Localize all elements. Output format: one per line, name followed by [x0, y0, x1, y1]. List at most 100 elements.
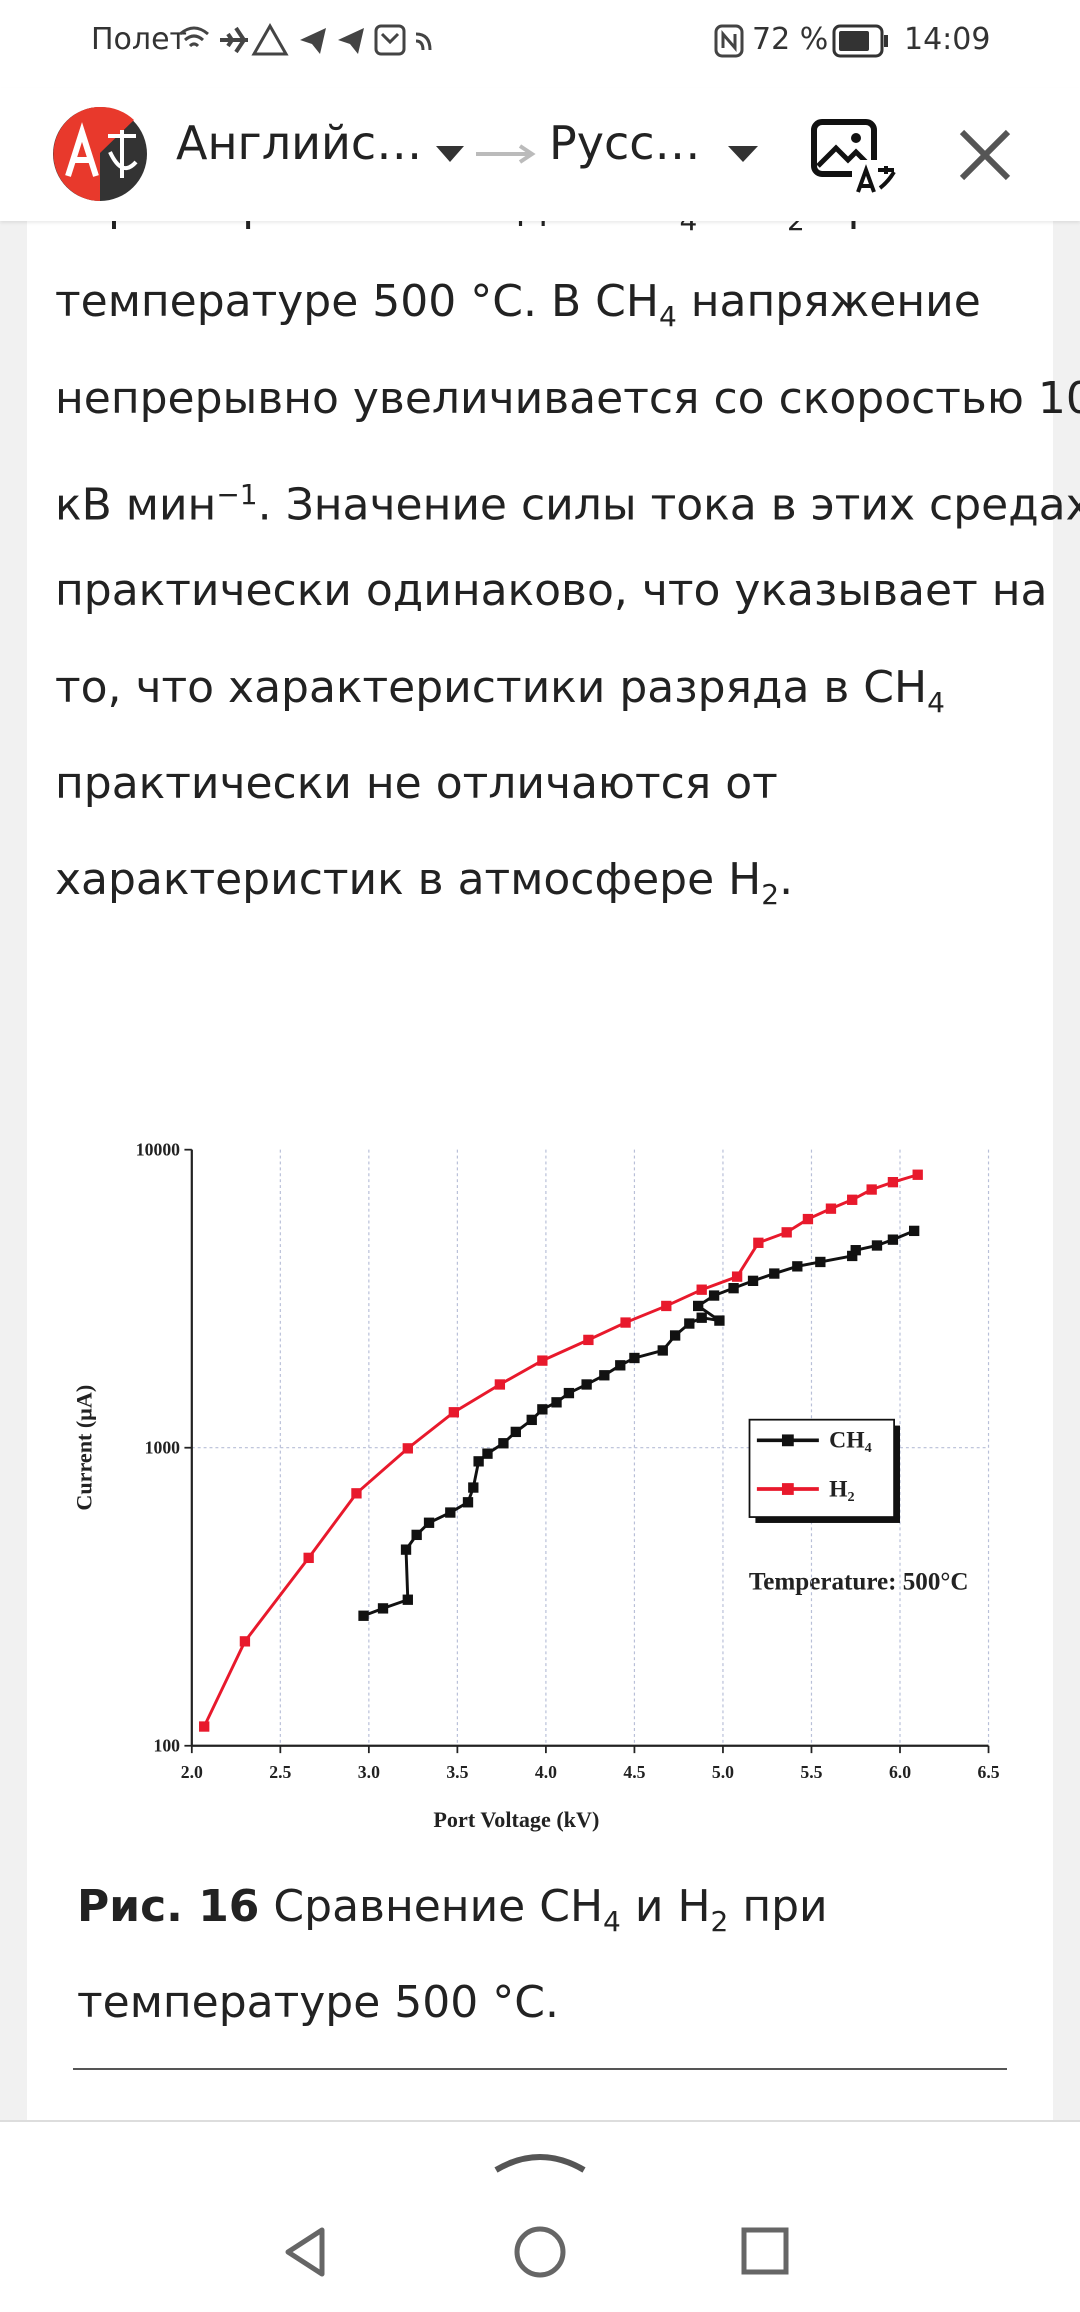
data-point — [537, 1404, 548, 1415]
x-tick-label: 5.0 — [712, 1762, 734, 1782]
status-icons — [179, 22, 432, 56]
legend-label: H₂ — [829, 1476, 854, 1502]
text-run: характеристик в атмосфере H — [55, 854, 762, 906]
nav-bar — [0, 2120, 1080, 2312]
source-language[interactable]: Английс… — [176, 116, 423, 170]
data-point — [581, 1379, 592, 1390]
data-point — [912, 1169, 923, 1180]
data-point — [908, 1225, 920, 1237]
data-point — [239, 1636, 251, 1647]
y-axis-label: Current (μA) — [71, 1385, 96, 1511]
data-point — [708, 1290, 720, 1301]
data-point — [657, 1345, 668, 1356]
lang-arrows[interactable] — [430, 138, 560, 178]
text-run: 2 — [710, 1904, 729, 1938]
data-point — [599, 1370, 610, 1381]
text-run: температуре 500 °C. — [77, 1977, 559, 2028]
data-point — [696, 1312, 707, 1323]
paragraph-line: то, что характеристики разряда в CH4 — [55, 663, 945, 727]
data-point — [377, 1603, 389, 1614]
data-point — [728, 1283, 739, 1294]
text-run: кВ мин — [55, 479, 217, 531]
paragraph-line: практически не отличаются от — [55, 759, 778, 808]
carrier: Полет — [91, 22, 188, 57]
x-tick-label: 5.5 — [800, 1762, 822, 1782]
x-tick-label: 6.5 — [977, 1762, 999, 1782]
status-bar: Полет 72 % 14:09 — [0, 0, 1080, 88]
data-point — [847, 1194, 858, 1205]
data-point — [693, 1300, 704, 1312]
app-icon[interactable] — [52, 106, 148, 202]
data-point — [769, 1268, 780, 1279]
x-tick-label: 3.0 — [358, 1762, 380, 1782]
x-tick-label: 6.0 — [889, 1762, 911, 1782]
text-run: 4 — [658, 300, 677, 334]
text-run: практически одинаково, что указывает на — [55, 565, 1048, 617]
close-button[interactable] — [952, 122, 1018, 188]
y-tick-label: 1000 — [145, 1438, 181, 1458]
data-point — [423, 1517, 435, 1528]
text-run: . Значение силы тока в этих средах — [257, 479, 1080, 531]
caption-line: Рис. 16 Сравнение CH4 и H2 при — [77, 1883, 828, 1946]
data-point — [825, 1203, 837, 1214]
data-point — [850, 1245, 861, 1256]
data-point — [747, 1275, 759, 1287]
y-tick-label: 100 — [153, 1736, 180, 1756]
x-tick-label: 2.0 — [181, 1762, 203, 1782]
data-point — [448, 1407, 459, 1418]
data-point — [303, 1552, 314, 1564]
text-run: непрерывно увеличивается со скоростью 10 — [55, 372, 1080, 424]
text-run: 4 — [603, 1904, 621, 1938]
x-tick-label: 4.0 — [535, 1762, 557, 1782]
legend-marker — [781, 1434, 794, 1447]
text-run: и H — [620, 1881, 711, 1932]
data-point — [696, 1284, 707, 1295]
recents-button[interactable] — [741, 2227, 789, 2275]
annotation: Temperature: 500°C — [749, 1568, 969, 1595]
nfc-icon — [714, 24, 744, 58]
data-point — [781, 1227, 792, 1238]
target-dropdown[interactable] — [724, 138, 764, 178]
data-point — [731, 1271, 743, 1282]
back-button[interactable] — [285, 2227, 325, 2277]
translate-toolbar — [0, 88, 1080, 221]
data-point — [445, 1507, 456, 1518]
paragraph-line: характеристик в атмосфере H2. — [55, 856, 793, 919]
legend-label: CH₄ — [829, 1428, 871, 1454]
data-point — [411, 1529, 422, 1541]
target-language[interactable]: Русс… — [549, 116, 701, 170]
clock: 14:09 — [904, 22, 991, 57]
battery-icon — [832, 24, 888, 58]
data-point — [526, 1414, 537, 1426]
data-point — [802, 1213, 814, 1225]
data-point — [871, 1240, 883, 1251]
data-point — [351, 1488, 362, 1499]
data-point — [563, 1387, 575, 1399]
data-point — [753, 1237, 764, 1248]
text-run: напряжение — [676, 276, 981, 328]
paragraph-line: кВ мин−1. Значение силы тока в этих сред… — [55, 471, 1080, 530]
data-point — [669, 1330, 681, 1341]
legend-marker — [781, 1483, 794, 1495]
data-point — [551, 1397, 562, 1408]
home-button[interactable] — [514, 2226, 566, 2278]
text-run: 4 — [927, 685, 945, 719]
paragraph-line: температуре 500 °C. В CH4 напряжение — [55, 278, 981, 341]
text-run: Рис. 16 — [77, 1881, 260, 1932]
text-run: . — [779, 854, 794, 906]
system-nav — [285, 2226, 789, 2278]
data-point — [468, 1482, 479, 1493]
chart: Port Voltage (kV) Current (μA) Temperatu… — [71, 1140, 999, 1832]
image-translate-button[interactable] — [808, 116, 898, 196]
data-point — [815, 1256, 826, 1268]
data-point — [887, 1177, 899, 1188]
article-card — [27, 0, 1053, 2120]
x-tick-label: 4.5 — [623, 1762, 645, 1782]
x-tick-label: 2.5 — [269, 1762, 291, 1782]
data-point — [199, 1721, 210, 1732]
paragraph-line: непрерывно увеличивается со скоростью 10 — [55, 372, 1080, 424]
y-tick-label: 10000 — [136, 1140, 180, 1160]
data-point — [629, 1352, 640, 1364]
expand-handle[interactable] — [490, 2140, 590, 2180]
